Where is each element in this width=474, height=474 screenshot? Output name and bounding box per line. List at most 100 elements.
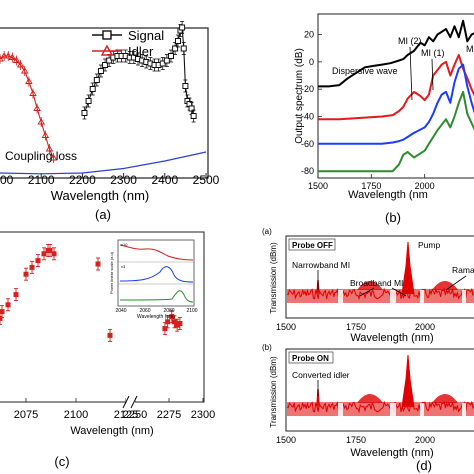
narrowband-mi-annotation: Narrowband MI [292,260,350,270]
signal-point [180,45,187,52]
panel-d-plot: (a) Probe OFF Narrowband MI Broadband MI… [262,227,474,473]
axis-break [122,395,138,409]
panel-b-plot: 20 0 -20 -40 -60 -80 1500 1750 2000 Dispersive w… [294,13,474,225]
panel-c-point [171,319,177,325]
signal-point [97,68,104,74]
panel-b-frame [317,13,474,179]
idler-point [41,131,50,138]
idler-point [16,61,25,68]
idler-point [33,104,41,111]
probe-on-label: Probe ON [292,354,329,363]
panel-b-y-tick-label: 20 [304,30,314,40]
panel-c-point [0,309,5,315]
panel-b-trace-black [318,19,474,88]
coupling-loss-line [0,151,207,175]
inset-red-trace [119,244,194,261]
panel-b-y-tick-label: -20 [301,84,314,94]
panel-a-x-tick-label: 2200 [69,173,96,187]
inset-x-tick-1: 2040 [115,308,126,314]
signal-point [102,62,109,68]
d-bottom-trace-band [287,402,474,416]
panel-d-bottom-ylabel: Transmission (dBm) [269,356,278,428]
d-top-trace-gap-2 [420,290,424,304]
legend-signal-label: Signal [128,28,164,43]
m-annotation: M [466,44,474,54]
panel-a-x-tick-fragment: 00 [0,173,14,187]
axis-break-gap [126,397,135,407]
probe-on-box [288,351,334,364]
d-bottom-trace-gap-1 [390,403,396,417]
d-bottom-trace-pump-peak [401,354,415,408]
signal-point [93,77,100,83]
panel-d-bottom-trace [286,354,474,417]
d-top-trace-gap-0 [338,290,343,304]
panel-c-point [107,332,113,338]
probe-off-label: Probe OFF [292,241,333,250]
panel-b-trace-red [318,54,474,121]
panel-b-label: (b) [385,210,401,225]
d-bottom-trace-mi-lobe-left [357,394,383,403]
panel-c-xlabel: Wavelength (nm) [70,425,153,437]
legend-idler-label: Idler [128,44,154,59]
panel-a-x-ticks: 2100 2200 2300 2400 2500 [28,173,220,187]
panel-b-y-tick-label: 0 [309,57,314,67]
panel-a-label: (a) [95,207,111,222]
panel-b-x-tick-label: 2000 [415,181,435,191]
d-top-trace-mi-lobe-left [357,281,383,290]
signal-point [174,38,181,44]
legend-signal-marker [102,30,112,40]
panel-c-x-tick-label: 2250 [123,409,147,421]
panel-a-x-tick-label: 2400 [151,173,178,187]
panel-d-top-xtick-3: 2000 [415,322,435,332]
converted-idler-annotation: Converted idler [292,370,350,380]
panel-b-trace-green [318,90,474,173]
broadband-mi-arrow-right [391,287,407,297]
panel-a-x-tick-label: 2300 [110,173,137,187]
panel-c-x-tick-label: 2275 [157,409,181,421]
panel-d-bottom-xtick-3: 2000 [415,435,435,445]
panel-d-top-frame [285,235,474,319]
panel-d-bottom-xlabel: Wavelength (nm) [350,447,433,459]
d-bottom-trace-mi-lobe-right [432,394,458,403]
panel-d-label: (d) [416,458,432,473]
panel-c-point [47,247,53,253]
panel-c-point [174,322,180,328]
panel-b-series [318,19,474,173]
panel-c-frame [0,231,205,403]
panel-d-top-sublabel: (a) [262,227,272,236]
panel-c-point [0,315,3,321]
d-top-trace-gap-1 [390,290,396,304]
raman-annotation: Rama [452,265,474,275]
signal-point [188,105,195,112]
panel-c-point [41,251,47,257]
panel-a-x-tick-label: 2100 [28,173,55,187]
signal-point [179,24,186,31]
panel-c-point [169,314,175,320]
panel-b-ylabel: Output spectrum (dB) [294,48,305,144]
probe-off-box [288,238,336,251]
panel-d-top-xlabel: Wavelength (nm) [350,332,433,344]
panel-d-top-xtick-2: 1750 [346,322,366,332]
coupling-loss-annotation: Coupling loss [5,149,77,163]
panel-c-x-tick-label: 2300 [191,409,215,421]
panel-c-point [13,292,19,298]
raman-arrow [445,275,467,291]
idler-point [4,52,13,59]
inset-green-trace [119,290,194,303]
idler-point [12,56,21,63]
mi2-arrow [409,46,413,101]
panel-c-label: (c) [54,454,69,469]
panel-a-legend: Signal Idler [92,28,164,59]
panel-c-x-tick-label: 2075 [14,409,38,421]
idler-point [25,77,33,84]
idler-point [29,89,37,96]
pump-annotation: Pump [418,240,440,250]
panel-c-inset: x10 x3 Power linear scale (a.u) 2040 206… [109,239,198,320]
panel-d-top-trace [286,241,474,304]
panel-d-bottom-frame [285,348,474,432]
inset-row-label-1: x10 [121,242,128,247]
d-top-trace-pump-peak [401,241,415,295]
panel-c-point [5,302,11,308]
